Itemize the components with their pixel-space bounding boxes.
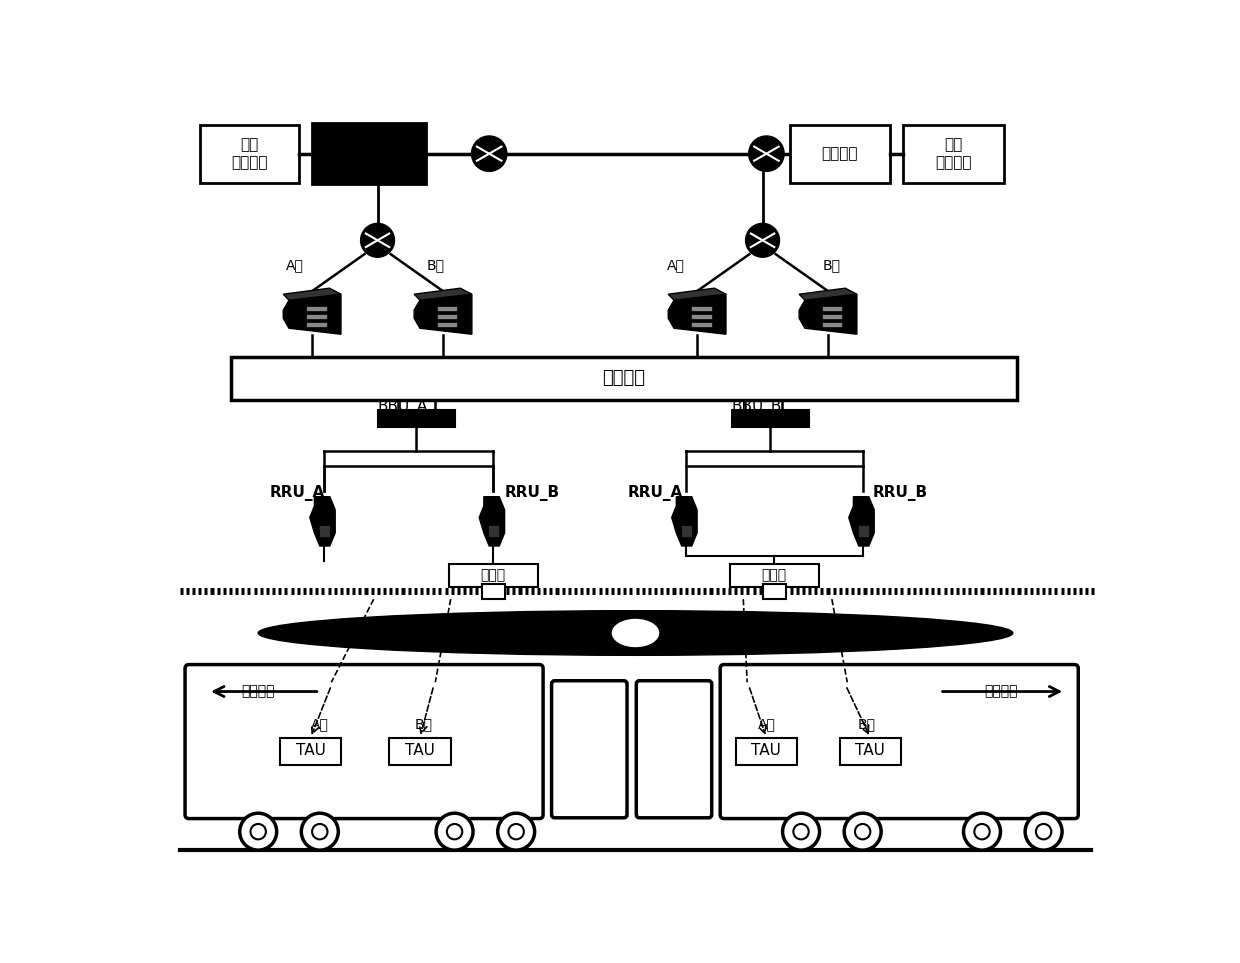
- Circle shape: [1025, 813, 1063, 850]
- Bar: [735, 738, 797, 765]
- Bar: [312, 123, 427, 184]
- Ellipse shape: [613, 619, 658, 646]
- Text: TAU: TAU: [856, 743, 885, 758]
- Bar: [763, 584, 786, 599]
- Bar: [306, 314, 326, 319]
- Polygon shape: [849, 497, 874, 546]
- Text: BBU_B: BBU_B: [732, 399, 782, 415]
- Bar: [438, 306, 458, 310]
- Text: 轨交
信号设备: 轨交 信号设备: [935, 138, 972, 169]
- Polygon shape: [668, 288, 725, 300]
- Text: B网: B网: [427, 258, 444, 272]
- Text: 车顶天线: 车顶天线: [242, 685, 275, 698]
- Text: RRU_B: RRU_B: [505, 484, 559, 501]
- Bar: [306, 322, 326, 326]
- Polygon shape: [489, 525, 500, 536]
- Bar: [692, 306, 712, 310]
- FancyBboxPatch shape: [720, 664, 1079, 819]
- Text: 传输网络: 传输网络: [603, 369, 646, 387]
- Circle shape: [239, 813, 277, 850]
- Text: TAU: TAU: [405, 743, 435, 758]
- Circle shape: [794, 824, 808, 840]
- Polygon shape: [672, 497, 697, 546]
- Circle shape: [975, 824, 990, 840]
- Text: BBU_A: BBU_A: [377, 399, 428, 415]
- Bar: [389, 738, 450, 765]
- Bar: [377, 410, 455, 428]
- FancyBboxPatch shape: [636, 681, 712, 818]
- Bar: [201, 125, 299, 183]
- Polygon shape: [858, 525, 869, 536]
- Circle shape: [963, 813, 1001, 850]
- Ellipse shape: [258, 611, 1013, 656]
- Polygon shape: [414, 288, 472, 300]
- Bar: [839, 738, 901, 765]
- Circle shape: [497, 813, 534, 850]
- Circle shape: [436, 813, 472, 850]
- Text: 信号系统: 信号系统: [821, 146, 858, 161]
- Circle shape: [508, 824, 523, 840]
- Circle shape: [749, 136, 784, 171]
- Polygon shape: [799, 295, 857, 334]
- Bar: [904, 125, 1003, 183]
- Bar: [481, 584, 505, 599]
- Circle shape: [312, 824, 327, 840]
- Text: 轨交
信号设备: 轨交 信号设备: [232, 138, 268, 169]
- Polygon shape: [668, 295, 725, 334]
- Circle shape: [361, 223, 394, 257]
- Text: B网: B网: [414, 716, 433, 731]
- Circle shape: [1035, 824, 1052, 840]
- Text: 合路器: 合路器: [761, 568, 786, 583]
- Circle shape: [301, 813, 339, 850]
- Text: A网: A网: [286, 258, 304, 272]
- Text: TAU: TAU: [751, 743, 781, 758]
- Text: A网: A网: [758, 716, 775, 731]
- Polygon shape: [414, 295, 472, 334]
- Circle shape: [745, 223, 780, 257]
- Text: I: I: [322, 550, 325, 562]
- FancyBboxPatch shape: [185, 664, 543, 819]
- Text: TAU: TAU: [295, 743, 325, 758]
- Polygon shape: [479, 497, 505, 546]
- Bar: [438, 322, 458, 326]
- Text: B网: B网: [858, 716, 875, 731]
- Text: RRU_A: RRU_A: [627, 484, 683, 501]
- Polygon shape: [283, 295, 341, 334]
- Circle shape: [446, 824, 463, 840]
- Text: B网: B网: [823, 258, 841, 272]
- Text: 车顶天线: 车顶天线: [985, 685, 1018, 698]
- Bar: [306, 306, 326, 310]
- Bar: [692, 322, 712, 326]
- Circle shape: [782, 813, 820, 850]
- Text: RRU_B: RRU_B: [873, 484, 928, 501]
- Bar: [730, 563, 818, 586]
- Bar: [822, 314, 842, 319]
- Polygon shape: [799, 288, 857, 300]
- Polygon shape: [310, 497, 335, 546]
- Bar: [692, 314, 712, 319]
- Bar: [822, 322, 842, 326]
- Polygon shape: [681, 525, 692, 536]
- Text: A网: A网: [667, 258, 684, 272]
- FancyBboxPatch shape: [552, 681, 627, 818]
- Bar: [280, 738, 341, 765]
- Bar: [449, 563, 538, 586]
- Text: A网: A网: [311, 716, 329, 731]
- Bar: [231, 356, 1017, 400]
- Circle shape: [471, 136, 507, 171]
- Bar: [822, 306, 842, 310]
- Bar: [790, 125, 889, 183]
- Text: 合路器: 合路器: [480, 568, 506, 583]
- Bar: [438, 314, 458, 319]
- Circle shape: [854, 824, 870, 840]
- Polygon shape: [283, 288, 341, 300]
- Bar: [732, 410, 808, 428]
- Text: RRU_A: RRU_A: [270, 484, 325, 501]
- Polygon shape: [319, 525, 330, 536]
- Circle shape: [844, 813, 882, 850]
- Circle shape: [250, 824, 265, 840]
